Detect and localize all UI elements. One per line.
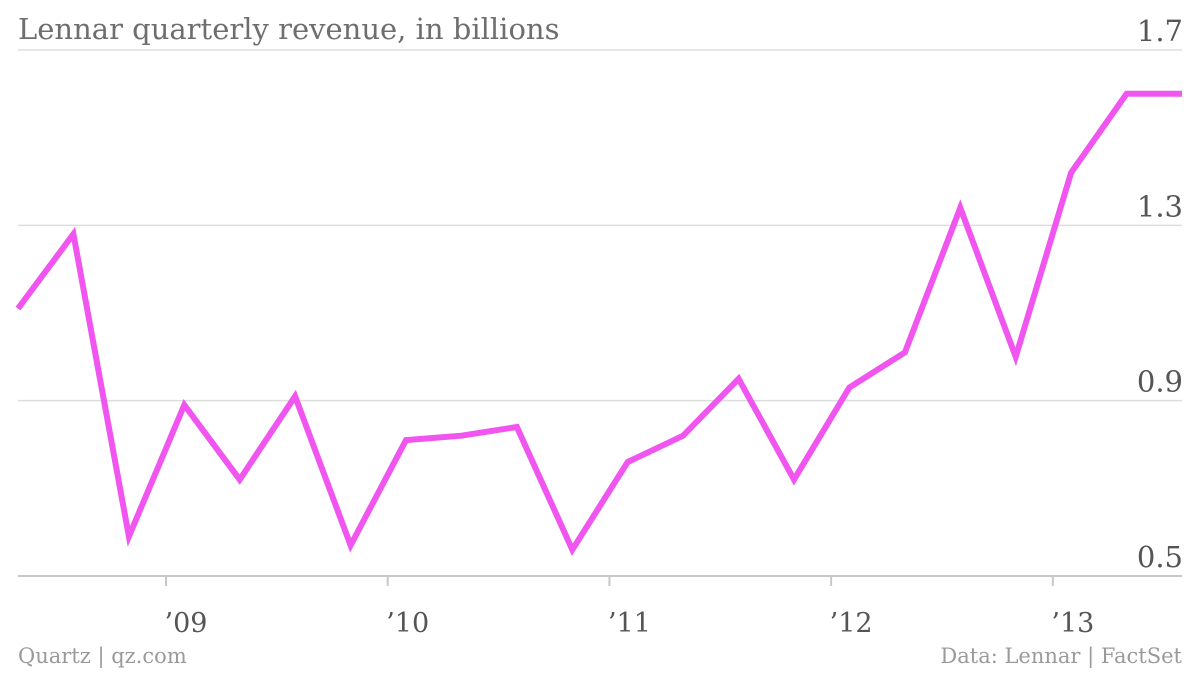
y-tick-label: 1.7 [1137,14,1183,48]
data-point [403,437,409,443]
x-tick-label: ’12 [830,608,873,639]
data-point [126,534,132,540]
data-point [237,477,243,483]
y-tick-label: 0.5 [1137,540,1183,574]
data-point [736,376,742,382]
data-point [957,205,963,211]
data-point [1068,170,1074,176]
x-tick-label: ’10 [386,608,429,639]
data-point [458,433,464,439]
data-point [846,385,852,391]
data-point [181,402,187,408]
y-tick-label: 0.9 [1137,365,1183,399]
x-tick-label: ’13 [1051,608,1094,639]
revenue-line [15,90,1182,557]
footer-source-left: Quartz | qz.com [18,644,187,668]
data-point [15,306,21,312]
data-point [348,542,354,548]
data-point [1179,91,1185,97]
footer-source-right: Data: Lennar | FactSet [940,644,1182,668]
x-axis: ’09 ’10 ’11 ’12 ’13 [165,576,1094,639]
data-point [791,477,797,483]
data-point [292,393,298,399]
data-point [569,547,575,553]
chart-title: Lennar quarterly revenue, in billions [18,12,560,46]
data-point [1124,91,1130,97]
data-point [1013,354,1019,360]
data-point [70,231,76,237]
data-point [902,349,908,355]
x-tick-label: ’11 [608,608,651,639]
data-point [514,424,520,430]
series-group [15,90,1185,557]
data-point [625,459,631,465]
y-tick-label: 1.3 [1137,189,1183,223]
data-point [680,433,686,439]
y-axis-labels: 0.5 0.9 1.3 1.7 [1137,14,1183,574]
gridlines [18,49,1182,577]
x-tick-label: ’09 [165,608,208,639]
